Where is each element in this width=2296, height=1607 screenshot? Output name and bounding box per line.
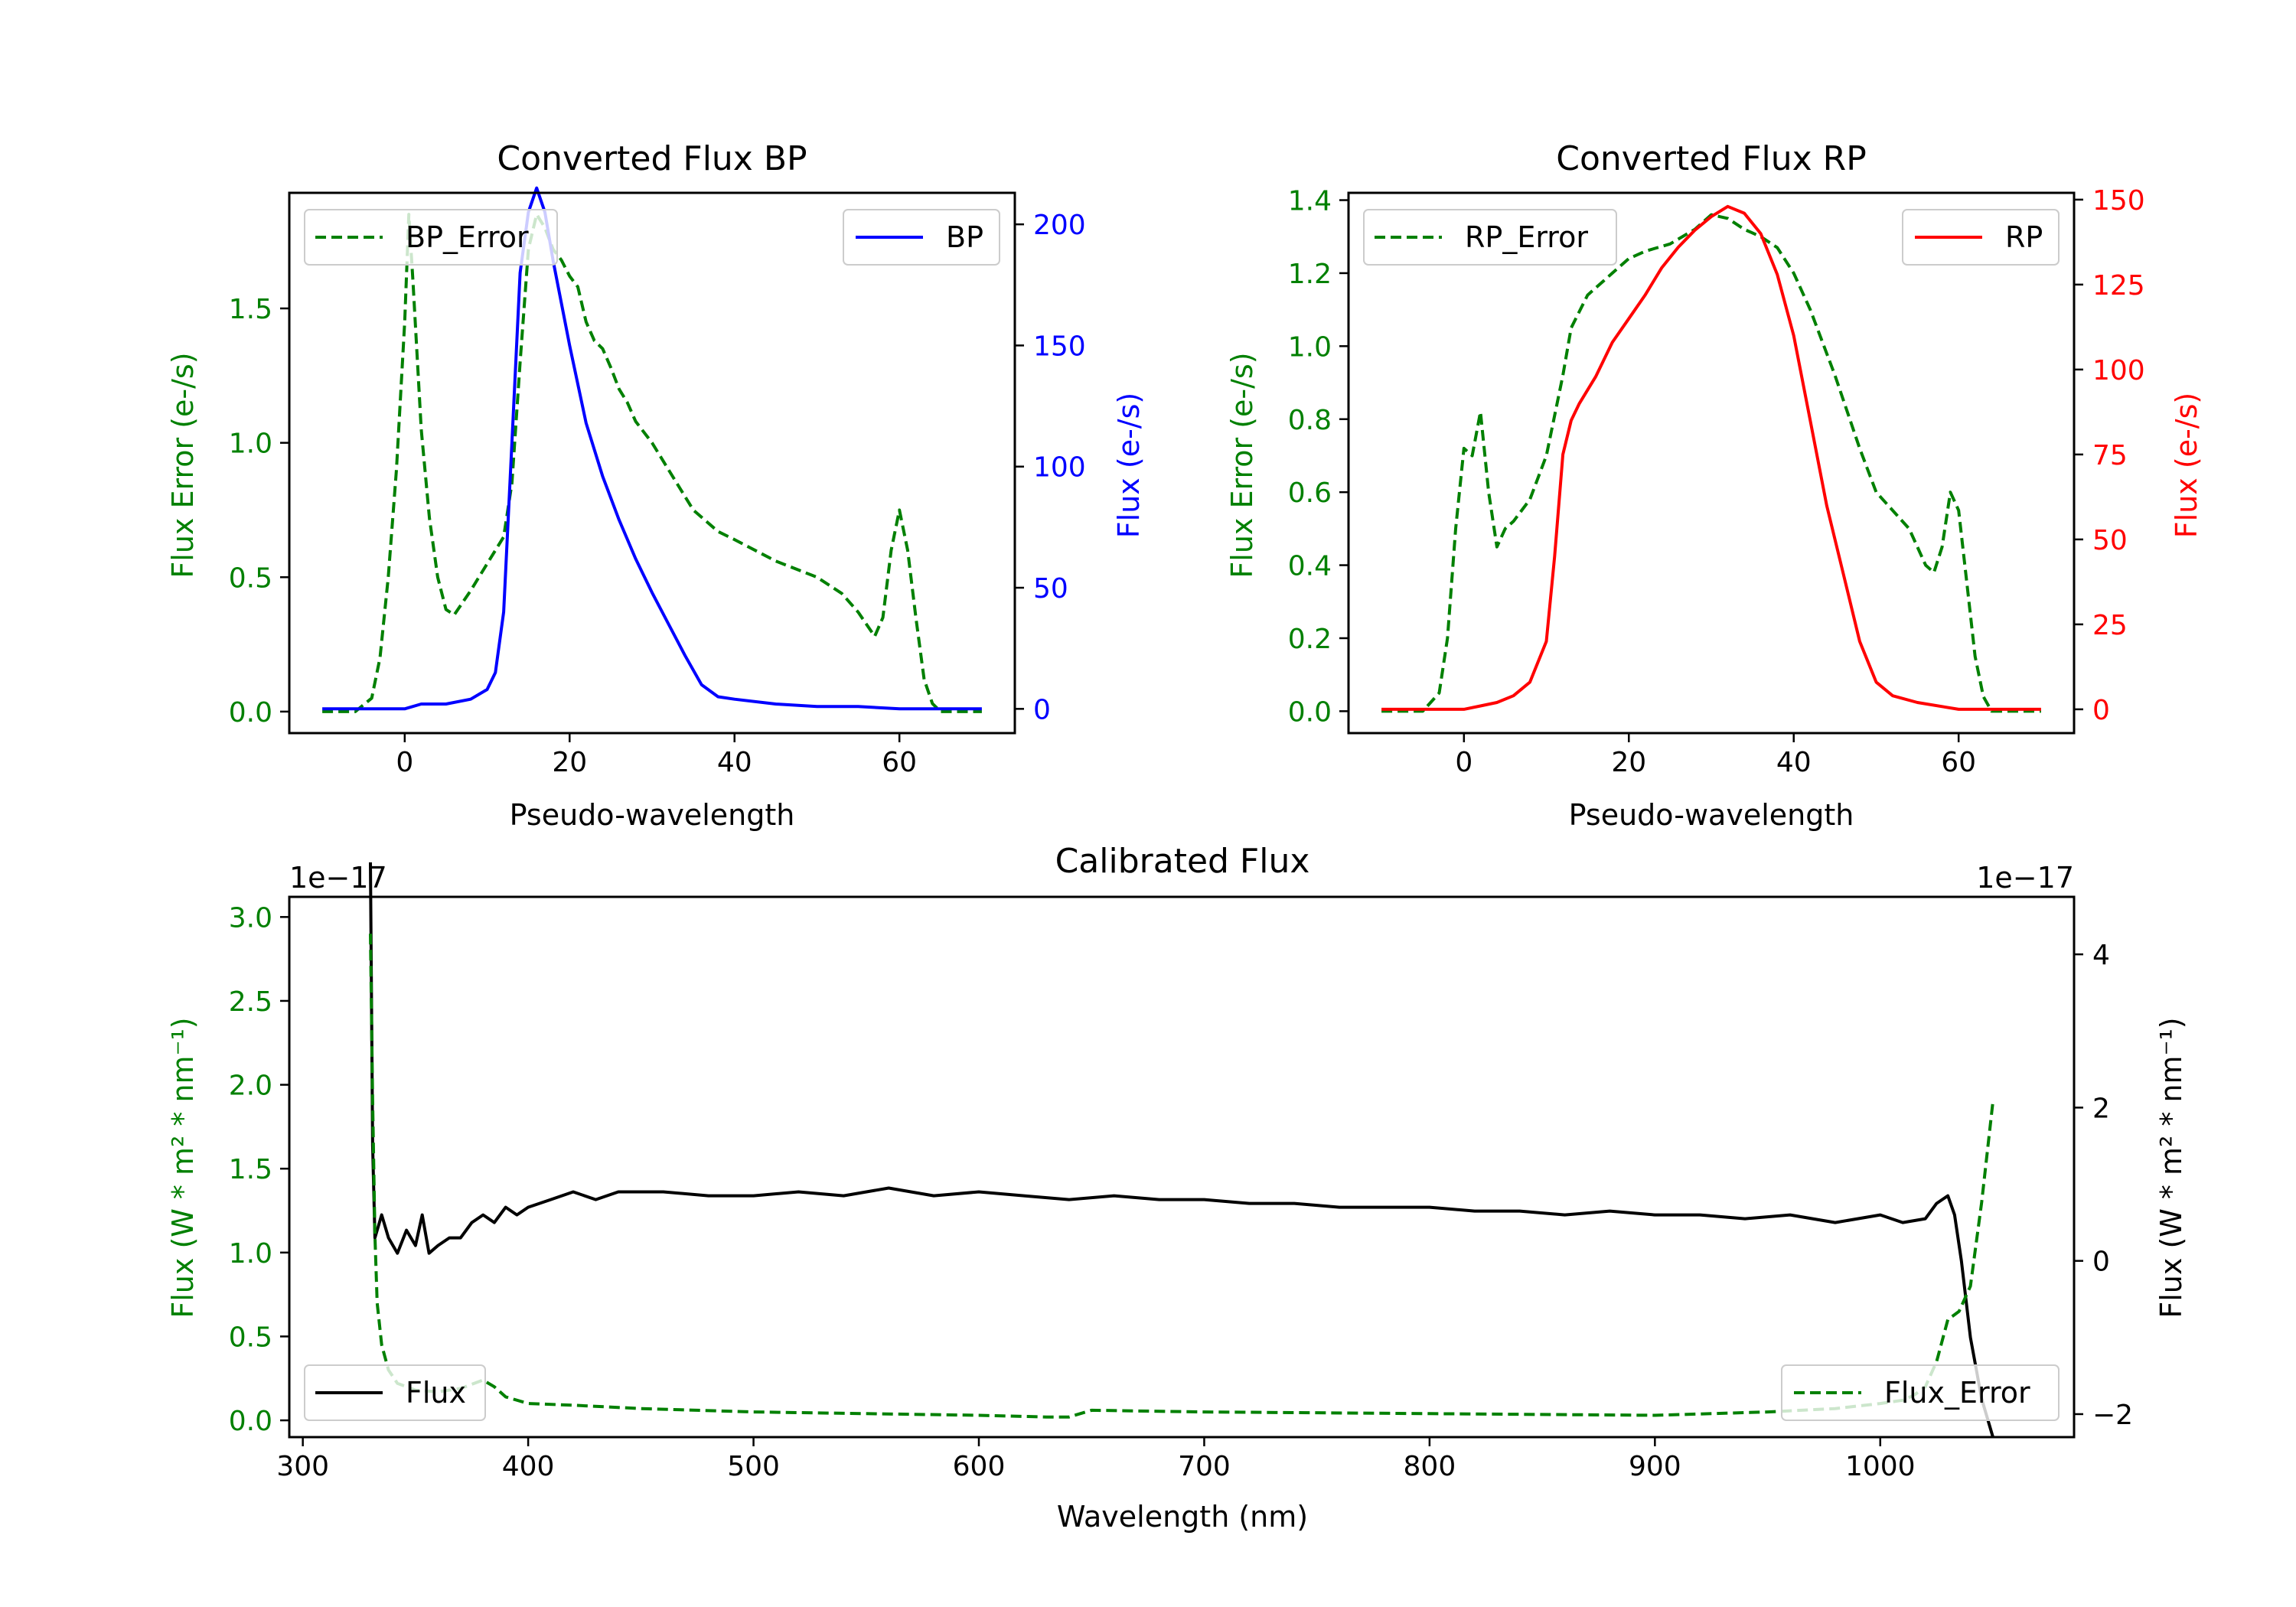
calibrated-xtick-label: 800	[1404, 1451, 1456, 1482]
bp-ylabel-right: Flux (e-/s)	[1112, 393, 1146, 538]
rp-ytick-left-label: 1.4	[1288, 186, 1332, 217]
calibrated-xtick-label: 900	[1629, 1451, 1681, 1482]
bp-ytick-right-label: 200	[1033, 210, 1086, 241]
rp-ytick-right-label: 125	[2092, 270, 2145, 302]
calibrated-xtick-label: 1000	[1845, 1451, 1916, 1482]
calibrated-xtick-label: 500	[727, 1451, 780, 1482]
rp-legend-label-right: RP	[2005, 220, 2043, 254]
calibrated-legend-label-left: Flux	[406, 1376, 466, 1410]
bp-ytick-right-label: 0	[1033, 694, 1051, 725]
calibrated-ytick-left-label: 1.0	[229, 1238, 272, 1270]
rp-panel: Converted Flux RP Pseudo-wavelength Flux…	[1225, 139, 2203, 832]
bp-axes-frame	[288, 191, 1016, 735]
bp-xtick-label: 0	[396, 747, 413, 778]
rp-ylabel-left: Flux Error (e-/s)	[1225, 352, 1259, 578]
calibrated-panel: Calibrated Flux Wavelength (nm) 1e−17 1e…	[166, 842, 2188, 1534]
rp-plot-area	[1381, 204, 2041, 713]
calibrated-xtick-label: 600	[953, 1451, 1006, 1482]
rp-legend-right: RP	[1902, 209, 2060, 266]
calibrated-legend-left: Flux	[304, 1364, 486, 1421]
bp-ytick-right-label: 150	[1033, 331, 1086, 362]
bp-ytick-left-label: 1.0	[229, 429, 272, 460]
rp-ytick-left-label: 0.0	[1288, 696, 1332, 728]
rp-axes-frame	[1347, 191, 2076, 735]
bp-ytick-left-label: 0.0	[229, 697, 272, 729]
calibrated-xtick-label: 700	[1178, 1451, 1231, 1482]
exponent-left: 1e−17	[289, 861, 387, 895]
rp-ytick-left-label: 0.2	[1288, 624, 1332, 655]
calibrated-xtick-label: 300	[276, 1451, 329, 1482]
calibrated-ytick-left-label: 2.5	[229, 986, 272, 1018]
rp-title: Converted Flux RP	[1556, 139, 1867, 178]
bp-legend-label-right: BP	[946, 220, 983, 254]
rp-ylabel-right: Flux (e-/s)	[2170, 393, 2203, 538]
calibrated-ytick-left-label: 1.5	[229, 1154, 272, 1185]
bp-plot-area	[322, 186, 982, 713]
rp-ytick-left-label: 0.4	[1288, 551, 1332, 582]
rp-xtick-label: 60	[1941, 747, 1976, 778]
rp-ytick-left-label: 1.2	[1288, 259, 1332, 290]
rp-ytick-right-label: 50	[2092, 525, 2128, 556]
rp-legend-label-left: RP_Error	[1465, 220, 1588, 254]
rp-ytick-right-label: 0	[2092, 695, 2110, 726]
rp-series-rp-error	[1381, 213, 2041, 713]
bp-ytick-left-label: 0.5	[229, 562, 272, 594]
calibrated-ylabel-left: Flux (W * m² * nm⁻¹)	[166, 1017, 200, 1318]
rp-xtick-label: 40	[1776, 747, 1812, 778]
bp-ytick-right-label: 50	[1033, 573, 1068, 605]
rp-ytick-left-label: 1.0	[1288, 331, 1332, 363]
bp-series-bp-error	[322, 213, 982, 713]
calibrated-legend-right: Flux_Error	[1781, 1364, 2060, 1421]
calibrated-legend-label-right: Flux_Error	[1884, 1376, 2030, 1410]
calibrated-ytick-left-label: 3.0	[229, 902, 272, 934]
bp-legend-label-left: BP_Error	[406, 220, 529, 254]
calibrated-ytick-right-label: 2	[2092, 1093, 2110, 1124]
rp-ytick-left-label: 0.8	[1288, 405, 1332, 436]
bp-ylabel-left: Flux Error (e-/s)	[166, 352, 200, 578]
calibrated-ytick-right-label: −2	[2092, 1400, 2133, 1431]
bp-panel: Converted Flux BP Pseudo-wavelength Flux…	[166, 139, 1146, 832]
rp-series-rp	[1381, 204, 2041, 711]
rp-ytick-right-label: 25	[2092, 610, 2128, 641]
calibrated-series-flux	[369, 862, 1994, 1438]
calibrated-ytick-left-label: 2.0	[229, 1071, 272, 1102]
rp-ytick-right-label: 75	[2092, 440, 2128, 471]
bp-ytick-right-label: 100	[1033, 452, 1086, 484]
calibrated-xtick-label: 400	[502, 1451, 555, 1482]
calibrated-xlabel: Wavelength (nm)	[1057, 1500, 1308, 1534]
bp-legend-left: BP_Error	[304, 209, 558, 266]
calibrated-ylabel-right: Flux (W * m² * nm⁻¹)	[2154, 1017, 2188, 1318]
rp-legend-left: RP_Error	[1363, 209, 1617, 266]
exponent-right: 1e−17	[1976, 861, 2074, 895]
rp-ytick-right-label: 100	[2092, 355, 2145, 386]
rp-xtick-label: 20	[1611, 747, 1646, 778]
bp-title: Converted Flux BP	[497, 139, 807, 178]
bp-xtick-label: 40	[717, 747, 752, 778]
bp-xtick-label: 20	[552, 747, 587, 778]
calibrated-ytick-right-label: 4	[2092, 940, 2110, 971]
bp-legend-right: BP	[843, 209, 1000, 266]
calibrated-ytick-left-label: 0.0	[229, 1406, 272, 1437]
rp-xtick-label: 0	[1455, 747, 1473, 778]
bp-xtick-label: 60	[882, 747, 917, 778]
bp-series-bp	[322, 186, 982, 711]
rp-xlabel: Pseudo-wavelength	[1569, 798, 1854, 832]
bp-ytick-left-label: 1.5	[229, 294, 272, 325]
rp-ytick-right-label: 150	[2092, 185, 2145, 217]
calibrated-ytick-left-label: 0.5	[229, 1322, 272, 1353]
calibrated-ytick-right-label: 0	[2092, 1247, 2110, 1278]
calibrated-title: Calibrated Flux	[1055, 842, 1310, 881]
bp-xlabel: Pseudo-wavelength	[510, 798, 795, 832]
rp-ytick-left-label: 0.6	[1288, 478, 1332, 509]
calibrated-axes-frame	[288, 895, 2076, 1439]
